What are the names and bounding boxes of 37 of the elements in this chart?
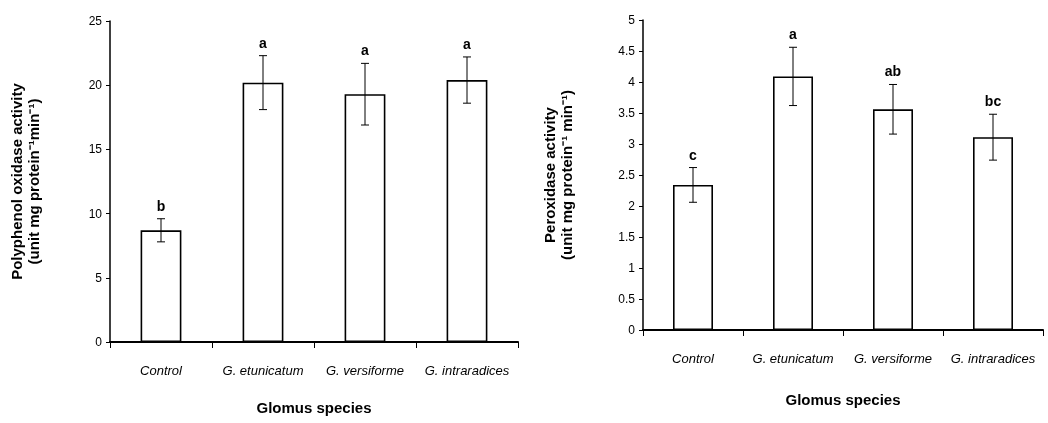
- x-tick-label: Control: [140, 363, 184, 378]
- y-tick-label: 5: [95, 270, 103, 285]
- annotation: a: [361, 42, 370, 59]
- y-tick-label: 0: [95, 335, 103, 349]
- y-axis-title: Polyphenol oxidase activity (unit mg protein⁻¹min⁻¹): [8, 82, 42, 280]
- x-tick-label: G. etunicatum: [752, 351, 834, 366]
- y-tick-label: 1: [628, 261, 636, 275]
- annotation: bc: [984, 93, 1002, 110]
- y-tick-label: 3.5: [618, 106, 636, 120]
- y-tick-label: 1.5: [618, 230, 636, 244]
- y-tick-label: 2.5: [618, 168, 636, 182]
- annotation: a: [259, 34, 268, 51]
- annotation: a: [789, 26, 798, 43]
- y-tick-label: 3: [628, 137, 636, 151]
- annotation: a: [463, 35, 472, 52]
- y-tick-label: 20: [88, 78, 103, 93]
- y-axis-title: Peroxidase activity (unit mg protein⁻¹ min⁻¹): [541, 90, 575, 260]
- x-tick-label: G. intraradices: [424, 363, 510, 378]
- x-tick-label: G. etunicatum: [222, 363, 304, 378]
- x-tick-label: G. versiforme: [853, 351, 933, 366]
- y-tick-label: 25: [88, 14, 103, 28]
- y-tick-label: 5: [628, 13, 636, 27]
- y-tick-label: 2: [628, 199, 636, 213]
- y-tick-label: 4.5: [618, 44, 636, 58]
- x-axis-title: Glomus species: [785, 391, 901, 408]
- x-tick-label: Control: [672, 351, 716, 366]
- y-tick-label: 0: [628, 323, 636, 337]
- annotation: c: [689, 146, 698, 163]
- x-tick-label: G. versiforme: [325, 363, 405, 378]
- y-tick-label: 10: [88, 206, 103, 221]
- x-axis-title: Glomus species: [256, 399, 372, 416]
- y-tick-label: 4: [628, 75, 636, 89]
- annotation: ab: [884, 63, 902, 80]
- y-tick-label: 15: [88, 142, 103, 157]
- y-tick-label: 0.5: [618, 292, 636, 306]
- x-tick-label: G. intraradices: [950, 351, 1036, 366]
- annotation: b: [156, 197, 166, 214]
